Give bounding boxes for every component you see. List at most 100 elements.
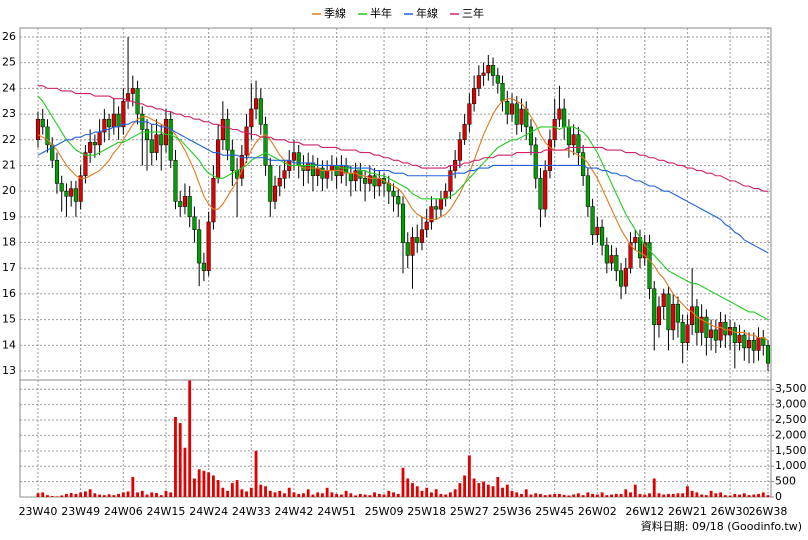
- volume-bar: [164, 490, 168, 497]
- volume-bar: [102, 495, 106, 497]
- candle-body: [656, 306, 662, 326]
- candle-body: [685, 324, 690, 343]
- x-tick-label: 24W24: [189, 505, 228, 518]
- candle-body: [704, 316, 709, 338]
- volume-bar: [728, 495, 732, 497]
- candle-body: [434, 206, 439, 210]
- volume-bar: [667, 493, 670, 497]
- candle-body: [173, 160, 178, 202]
- volume-bar: [41, 492, 45, 497]
- x-tick-label: 24W42: [275, 505, 314, 518]
- volume-bar: [548, 494, 552, 497]
- x-tick-label: 23W49: [61, 505, 100, 518]
- volume-bar: [183, 447, 187, 497]
- x-tick-label: 23W40: [19, 505, 58, 518]
- volume-bar: [430, 492, 433, 497]
- ma-line: [37, 95, 769, 321]
- volume-bar: [747, 495, 751, 497]
- volume-bar: [230, 483, 234, 497]
- candle-body: [566, 126, 571, 146]
- candle-body: [216, 139, 221, 179]
- volume-bar: [681, 493, 685, 497]
- candle-body: [533, 144, 538, 179]
- volume-bar: [278, 490, 282, 497]
- candle-body: [633, 237, 638, 243]
- volume-bar: [221, 487, 225, 497]
- volume-bar: [406, 478, 410, 497]
- volume-bar: [581, 495, 585, 497]
- volume-bar: [482, 481, 486, 497]
- volume-bar: [174, 416, 177, 497]
- y2-tick-label: 3,000: [775, 398, 807, 411]
- candle-body: [765, 345, 771, 364]
- candle-body: [391, 190, 396, 197]
- volume-bar: [188, 380, 192, 497]
- volume-bar: [742, 493, 746, 497]
- candle-body: [88, 142, 93, 153]
- volume-bar: [738, 494, 741, 497]
- candle-body: [102, 118, 107, 133]
- volume-bar: [543, 495, 547, 497]
- candle-body: [419, 229, 425, 243]
- candle-body: [107, 118, 112, 128]
- volume-bar: [463, 475, 467, 497]
- volume-bar: [292, 492, 296, 497]
- candle-body: [694, 306, 699, 333]
- y-tick-label: 24: [2, 81, 16, 94]
- candle-body: [415, 237, 420, 243]
- volume-bar: [126, 491, 130, 497]
- volume-bar: [638, 493, 642, 497]
- volume-bar: [339, 494, 343, 497]
- ma-line: [37, 98, 769, 341]
- x-tick-label: 24W33: [232, 505, 271, 518]
- volume-bar: [145, 494, 149, 497]
- candle-body: [249, 108, 254, 128]
- candle-body: [666, 293, 671, 331]
- volume-bar: [131, 476, 135, 497]
- candle-body: [154, 134, 159, 153]
- candle-body: [552, 118, 557, 141]
- candle-body: [576, 134, 581, 153]
- y-tick-label: 15: [2, 313, 16, 326]
- volume-bar: [714, 493, 718, 497]
- volume-bar: [259, 484, 263, 497]
- candle-body: [348, 172, 353, 182]
- volume-bar: [766, 495, 770, 497]
- volume-bar: [529, 494, 533, 497]
- y-tick-label: 20: [2, 184, 16, 197]
- x-tick-label: 25W09: [365, 505, 404, 518]
- x-tick-label: 25W36: [493, 505, 532, 518]
- volume-bar: [93, 493, 97, 497]
- x-tick-label: 26W30: [711, 505, 750, 518]
- candle-body: [144, 129, 150, 141]
- volume-bar: [619, 493, 623, 497]
- volume-bar: [539, 493, 542, 497]
- candle-body: [429, 206, 434, 223]
- candle-body: [163, 118, 169, 146]
- volume-bar: [505, 484, 509, 497]
- volume-bar: [306, 489, 310, 497]
- candle-body: [604, 244, 609, 264]
- volume-bar: [700, 494, 704, 497]
- volume-bar: [65, 493, 68, 497]
- candle-body: [372, 175, 377, 187]
- candle-body: [514, 103, 519, 125]
- candle-body: [619, 270, 624, 287]
- volume-bar: [197, 469, 201, 497]
- candle-body: [121, 100, 126, 128]
- volume-bar: [676, 493, 680, 497]
- candle-body: [486, 65, 491, 74]
- volume-bar: [50, 496, 54, 497]
- candle-body: [254, 98, 259, 110]
- candle-body: [671, 303, 676, 331]
- candle-body: [149, 139, 154, 153]
- volume-bar: [657, 493, 661, 497]
- volume-bar: [558, 493, 561, 497]
- volume-bar: [572, 494, 576, 497]
- candle-body: [45, 126, 50, 146]
- candle-body: [737, 334, 742, 343]
- candle-body: [296, 152, 301, 166]
- candle-body: [310, 162, 315, 176]
- volume-bar: [591, 493, 595, 497]
